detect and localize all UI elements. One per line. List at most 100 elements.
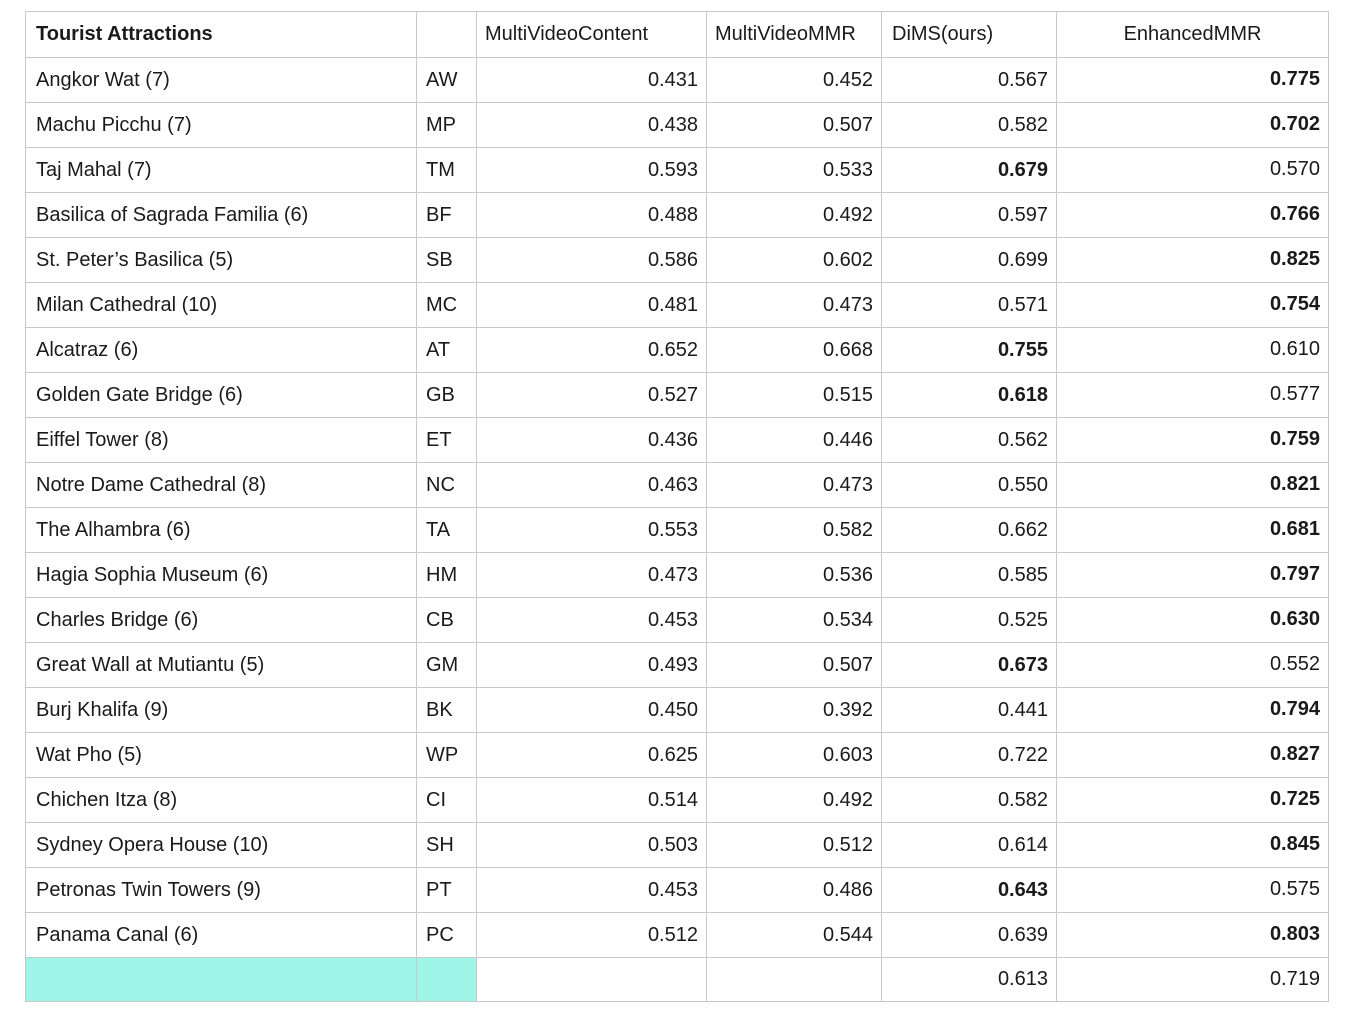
multivideommr-value: 0.452: [706, 57, 882, 103]
enhancedmmr-value: 0.775: [1056, 57, 1329, 103]
summary-enhancedmmr: 0.719: [1056, 957, 1329, 1002]
attraction-name: Petronas Twin Towers (9): [25, 867, 417, 913]
multivideommr-value: 0.544: [706, 912, 882, 958]
enhancedmmr-value: 0.570: [1056, 147, 1329, 193]
attraction-name: Golden Gate Bridge (6): [25, 372, 417, 418]
multivideocontent-value: 0.463: [476, 462, 707, 508]
dims-value: 0.571: [881, 282, 1057, 328]
enhancedmmr-value: 0.630: [1056, 597, 1329, 643]
attraction-name: Wat Pho (5): [25, 732, 417, 778]
enhancedmmr-value: 0.794: [1056, 687, 1329, 733]
multivideommr-value: 0.536: [706, 552, 882, 598]
multivideocontent-value: 0.625: [476, 732, 707, 778]
attraction-name: The Alhambra (6): [25, 507, 417, 553]
dims-value: 0.441: [881, 687, 1057, 733]
dims-value: 0.567: [881, 57, 1057, 103]
multivideommr-value: 0.512: [706, 822, 882, 868]
attraction-name: Basilica of Sagrada Familia (6): [25, 192, 417, 238]
attraction-abbr: GM: [416, 642, 477, 688]
attraction-abbr: HM: [416, 552, 477, 598]
table-row: The Alhambra (6) TA 0.553 0.582 0.662 0.681: [25, 507, 1329, 553]
dims-value: 0.585: [881, 552, 1057, 598]
dims-value: 0.662: [881, 507, 1057, 553]
enhancedmmr-value: 0.759: [1056, 417, 1329, 463]
attraction-name: Chichen Itza (8): [25, 777, 417, 823]
multivideommr-value: 0.473: [706, 462, 882, 508]
table-row: Panama Canal (6) PC 0.512 0.544 0.639 0.803: [25, 912, 1329, 958]
multivideocontent-value: 0.438: [476, 102, 707, 148]
attraction-name: Taj Mahal (7): [25, 147, 417, 193]
enhancedmmr-value: 0.827: [1056, 732, 1329, 778]
dims-value: 0.699: [881, 237, 1057, 283]
multivideocontent-value: 0.453: [476, 597, 707, 643]
attraction-name: Milan Cathedral (10): [25, 282, 417, 328]
table-row: Golden Gate Bridge (6) GB 0.527 0.515 0.618 0…: [25, 372, 1329, 418]
dims-value: 0.643: [881, 867, 1057, 913]
multivideocontent-value: 0.473: [476, 552, 707, 598]
multivideommr-value: 0.602: [706, 237, 882, 283]
enhancedmmr-value: 0.825: [1056, 237, 1329, 283]
multivideocontent-value: 0.493: [476, 642, 707, 688]
table-row: Milan Cathedral (10) MC 0.481 0.473 0.571 0.7…: [25, 282, 1329, 328]
dims-value: 0.525: [881, 597, 1057, 643]
attraction-abbr: PC: [416, 912, 477, 958]
table-row: Great Wall at Mutiantu (5) GM 0.493 0.507 0.…: [25, 642, 1329, 688]
attraction-name: St. Peter’s Basilica (5): [25, 237, 417, 283]
table-row: Notre Dame Cathedral (8) NC 0.463 0.473 0.55…: [25, 462, 1329, 508]
summary-name-cell: [25, 957, 417, 1002]
attraction-name: Burj Khalifa (9): [25, 687, 417, 733]
multivideommr-value: 0.473: [706, 282, 882, 328]
dims-value: 0.562: [881, 417, 1057, 463]
multivideocontent-value: 0.527: [476, 372, 707, 418]
header-row: Tourist Attractions MultiVideoContent Mu…: [25, 11, 1329, 58]
dims-value: 0.618: [881, 372, 1057, 418]
multivideocontent-value: 0.450: [476, 687, 707, 733]
dims-value: 0.755: [881, 327, 1057, 373]
enhancedmmr-value: 0.702: [1056, 102, 1329, 148]
attraction-name: Angkor Wat (7): [25, 57, 417, 103]
attraction-name: Great Wall at Mutiantu (5): [25, 642, 417, 688]
header-tourist-attractions: Tourist Attractions: [25, 11, 417, 58]
dims-value: 0.550: [881, 462, 1057, 508]
table-row: Petronas Twin Towers (9) PT 0.453 0.486 0.64…: [25, 867, 1329, 913]
attraction-name: Eiffel Tower (8): [25, 417, 417, 463]
multivideommr-value: 0.533: [706, 147, 882, 193]
enhancedmmr-value: 0.610: [1056, 327, 1329, 373]
attraction-abbr: TM: [416, 147, 477, 193]
header-abbreviation: [416, 11, 477, 58]
header-multivideocontent: MultiVideoContent: [476, 11, 707, 58]
table-row: Taj Mahal (7) TM 0.593 0.533 0.679 0.570: [25, 147, 1329, 193]
table-row: Machu Picchu (7) MP 0.438 0.507 0.582 0.702: [25, 102, 1329, 148]
table-row: Hagia Sophia Museum (6) HM 0.473 0.536 0.585…: [25, 552, 1329, 598]
table-row: St. Peter’s Basilica (5) SB 0.586 0.602 0.69…: [25, 237, 1329, 283]
summary-abbr-cell: [416, 957, 477, 1002]
table-row: Burj Khalifa (9) BK 0.450 0.392 0.441 0.794: [25, 687, 1329, 733]
multivideocontent-value: 0.593: [476, 147, 707, 193]
table-row: Chichen Itza (8) CI 0.514 0.492 0.582 0.725: [25, 777, 1329, 823]
dims-value: 0.614: [881, 822, 1057, 868]
table-row: Angkor Wat (7) AW 0.431 0.452 0.567 0.775: [25, 57, 1329, 103]
dims-value: 0.639: [881, 912, 1057, 958]
multivideocontent-value: 0.514: [476, 777, 707, 823]
attraction-abbr: MP: [416, 102, 477, 148]
dims-value: 0.582: [881, 102, 1057, 148]
attraction-abbr: GB: [416, 372, 477, 418]
multivideommr-value: 0.534: [706, 597, 882, 643]
table-row: Eiffel Tower (8) ET 0.436 0.446 0.562 0.759: [25, 417, 1329, 463]
table-body: Angkor Wat (7) AW 0.431 0.452 0.567 0.775 Mach…: [25, 57, 1329, 958]
table-row: Alcatraz (6) AT 0.652 0.668 0.755 0.610: [25, 327, 1329, 373]
attraction-name: Panama Canal (6): [25, 912, 417, 958]
multivideommr-value: 0.582: [706, 507, 882, 553]
summary-row: 0.613 0.719: [25, 957, 1329, 1002]
multivideommr-value: 0.507: [706, 642, 882, 688]
table-row: Wat Pho (5) WP 0.625 0.603 0.722 0.827: [25, 732, 1329, 778]
enhancedmmr-value: 0.821: [1056, 462, 1329, 508]
header-multivideommr: MultiVideoMMR: [706, 11, 882, 58]
attraction-abbr: SB: [416, 237, 477, 283]
attraction-abbr: CI: [416, 777, 477, 823]
dims-value: 0.722: [881, 732, 1057, 778]
enhancedmmr-value: 0.577: [1056, 372, 1329, 418]
attraction-abbr: AT: [416, 327, 477, 373]
multivideocontent-value: 0.503: [476, 822, 707, 868]
multivideocontent-value: 0.431: [476, 57, 707, 103]
